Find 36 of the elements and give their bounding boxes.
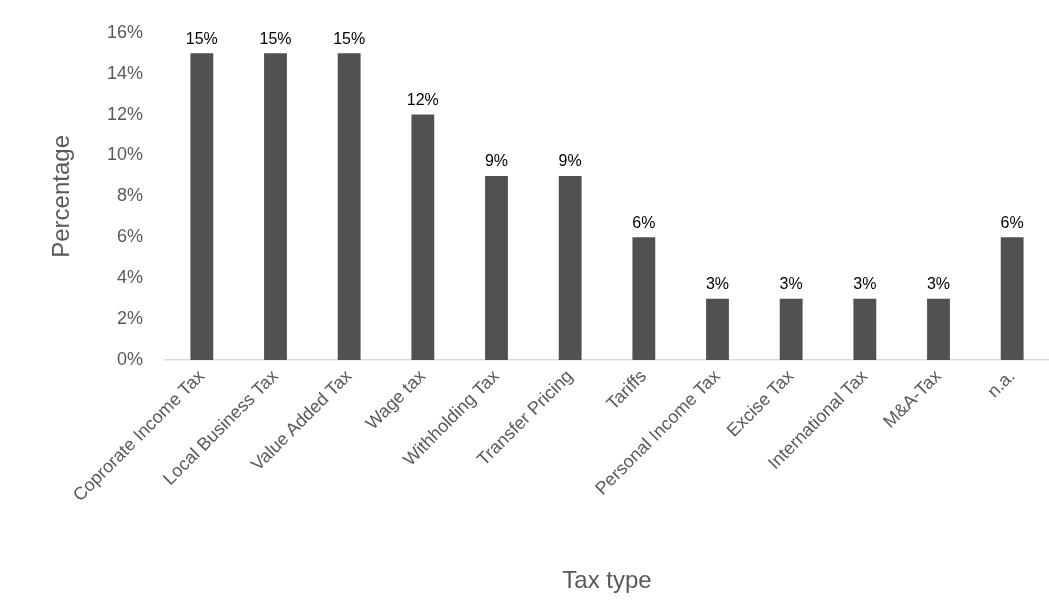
data-label: 6%: [632, 213, 656, 231]
y-tick-label: 8%: [116, 185, 143, 206]
data-label: 3%: [779, 275, 803, 293]
data-label: 3%: [926, 275, 951, 293]
bar: [190, 53, 214, 360]
bar: [632, 237, 656, 360]
y-tick-label: 4%: [116, 267, 143, 288]
bar: [411, 114, 435, 360]
data-label: 3%: [853, 275, 877, 293]
y-axis-title: Percentage: [47, 135, 75, 258]
y-tick-label: 10%: [106, 144, 143, 165]
y-tick-label: 2%: [116, 308, 143, 329]
data-label: 15%: [259, 29, 292, 47]
y-tick-label: 6%: [116, 226, 143, 247]
bar: [337, 53, 361, 360]
x-tick-label: n.a.: [983, 365, 1019, 402]
bar: [485, 175, 508, 360]
bar: [779, 298, 803, 360]
data-label: 15%: [333, 29, 366, 47]
data-label: 15%: [185, 29, 218, 47]
bar: [706, 298, 729, 360]
y-tick-label: 16%: [106, 21, 143, 42]
data-label: 3%: [705, 275, 730, 293]
y-tick-label: 0%: [116, 348, 143, 369]
data-label: 6%: [1000, 213, 1024, 231]
bar: [558, 175, 582, 360]
bar: [264, 53, 287, 360]
data-label: 12%: [406, 91, 439, 109]
data-label: 9%: [484, 152, 509, 170]
bar: [853, 298, 877, 360]
y-tick-label: 12%: [106, 103, 143, 124]
x-axis-title: Tax type: [562, 566, 652, 594]
bar: [1000, 237, 1024, 360]
y-tick-label: 14%: [106, 62, 143, 83]
data-label: 9%: [558, 152, 582, 170]
bar: [927, 298, 950, 360]
